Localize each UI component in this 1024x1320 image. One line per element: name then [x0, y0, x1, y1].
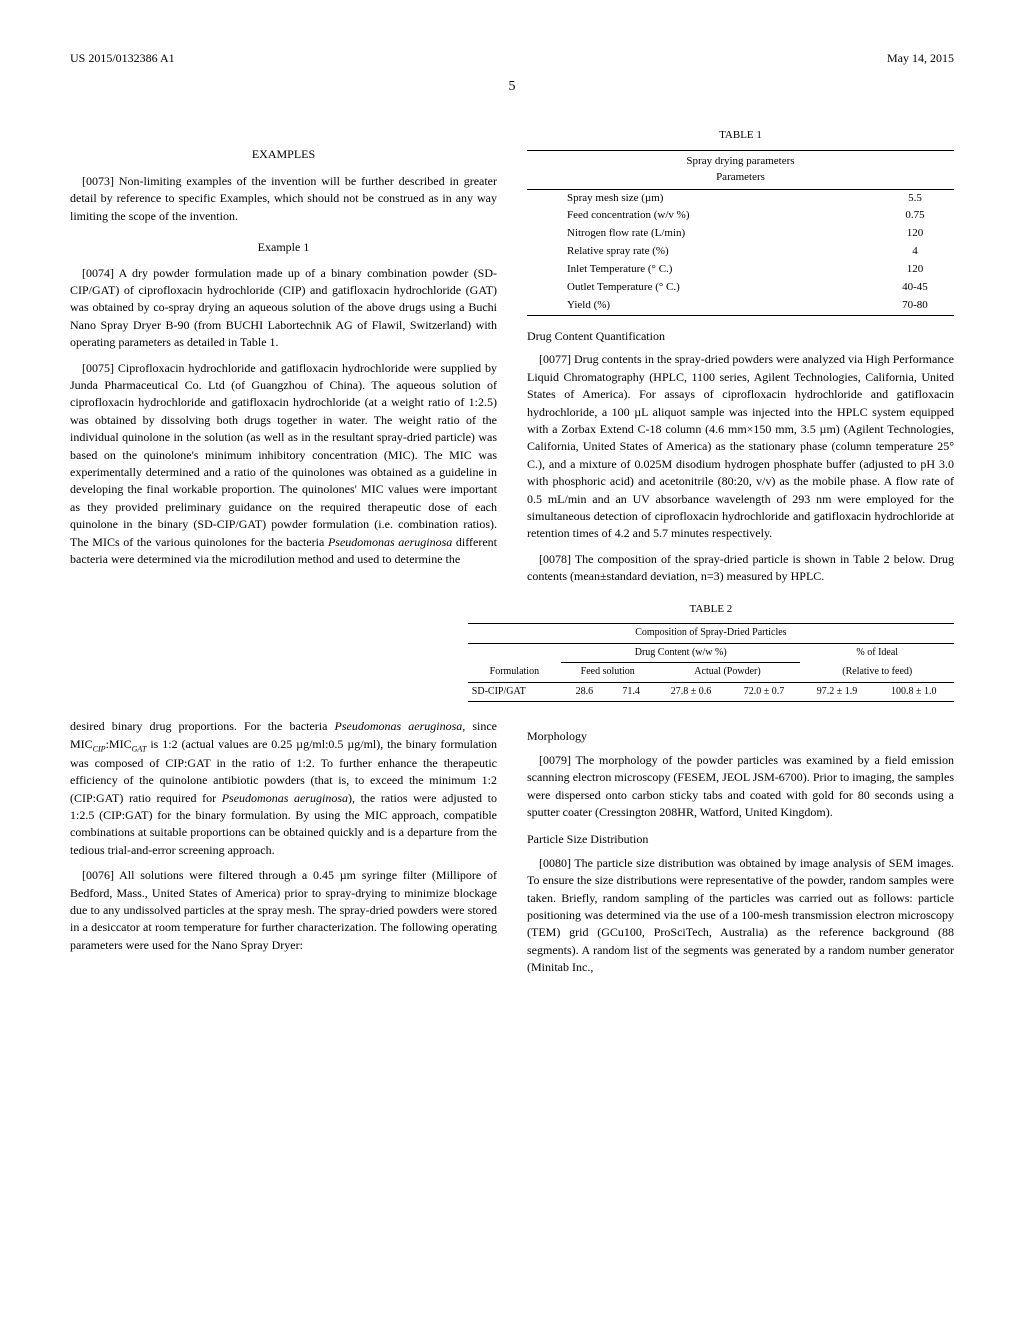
right-col-bottom: Morphology [0079] The morphology of the … [527, 718, 954, 984]
para-0080: [0080] The particle size distribution wa… [527, 855, 954, 977]
left-col-bottom: desired binary drug proportions. For the… [70, 718, 497, 984]
para-0075-cont: desired binary drug proportions. For the… [70, 718, 497, 859]
table2: Composition of Spray-Dried Particles Dru… [468, 623, 954, 702]
left-column: EXAMPLES [0073] Non-limiting examples of… [70, 128, 497, 594]
para-0073: [0073] Non-limiting examples of the inve… [70, 173, 497, 225]
table2-title: TABLE 2 [468, 602, 954, 618]
morphology-head: Morphology [527, 728, 954, 745]
table1: Spray drying parametersParameters Spray … [527, 150, 954, 316]
para-0077: [0077] Drug contents in the spray-dried … [527, 351, 954, 542]
para-0078: [0078] The composition of the spray-drie… [527, 551, 954, 586]
bottom-columns: desired binary drug proportions. For the… [70, 718, 954, 984]
examples-heading: EXAMPLES [70, 146, 497, 163]
page-number: 5 [70, 77, 954, 97]
psd-head: Particle Size Distribution [527, 831, 954, 848]
para-0074: [0074] A dry powder formulation made up … [70, 265, 497, 352]
table2-wrap: TABLE 2 Composition of Spray-Dried Parti… [468, 602, 954, 703]
para-0075: [0075] Ciprofloxacin hydrochloride and g… [70, 360, 497, 569]
publication-date: May 14, 2015 [887, 50, 954, 67]
para-0076: [0076] All solutions were filtered throu… [70, 867, 497, 954]
main-columns: EXAMPLES [0073] Non-limiting examples of… [70, 128, 954, 594]
table1-title: TABLE 1 [527, 128, 954, 144]
right-column: TABLE 1 Spray drying parametersParameter… [527, 128, 954, 594]
example1-heading: Example 1 [70, 239, 497, 256]
drug-quant-head: Drug Content Quantification [527, 328, 954, 345]
patent-number: US 2015/0132386 A1 [70, 50, 175, 67]
para-0079: [0079] The morphology of the powder part… [527, 752, 954, 822]
page-header: US 2015/0132386 A1 May 14, 2015 [70, 50, 954, 67]
